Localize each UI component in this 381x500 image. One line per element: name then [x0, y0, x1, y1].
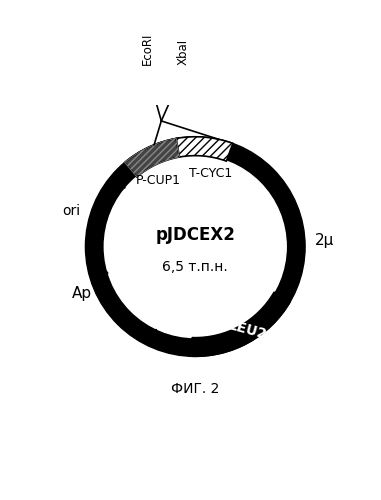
- Text: P-CUP1: P-CUP1: [136, 174, 181, 186]
- Text: R: R: [102, 271, 110, 281]
- Text: LEU2: LEU2: [227, 318, 269, 342]
- Wedge shape: [191, 292, 290, 356]
- Text: T-CYC1: T-CYC1: [189, 166, 233, 179]
- Circle shape: [85, 137, 305, 356]
- Text: pJDCEX2: pJDCEX2: [155, 226, 235, 244]
- Polygon shape: [141, 330, 157, 345]
- Text: ФИГ. 2: ФИГ. 2: [171, 382, 219, 396]
- Wedge shape: [176, 137, 233, 161]
- Text: Ap: Ap: [72, 286, 92, 302]
- Wedge shape: [125, 138, 179, 177]
- Text: ori: ori: [62, 204, 80, 218]
- Text: XbaI: XbaI: [177, 38, 190, 65]
- Text: EcoRI: EcoRI: [141, 32, 154, 65]
- Circle shape: [104, 156, 286, 338]
- Text: 6,5 т.п.н.: 6,5 т.п.н.: [162, 260, 228, 274]
- Text: 2μ: 2μ: [315, 233, 334, 248]
- Polygon shape: [110, 176, 125, 194]
